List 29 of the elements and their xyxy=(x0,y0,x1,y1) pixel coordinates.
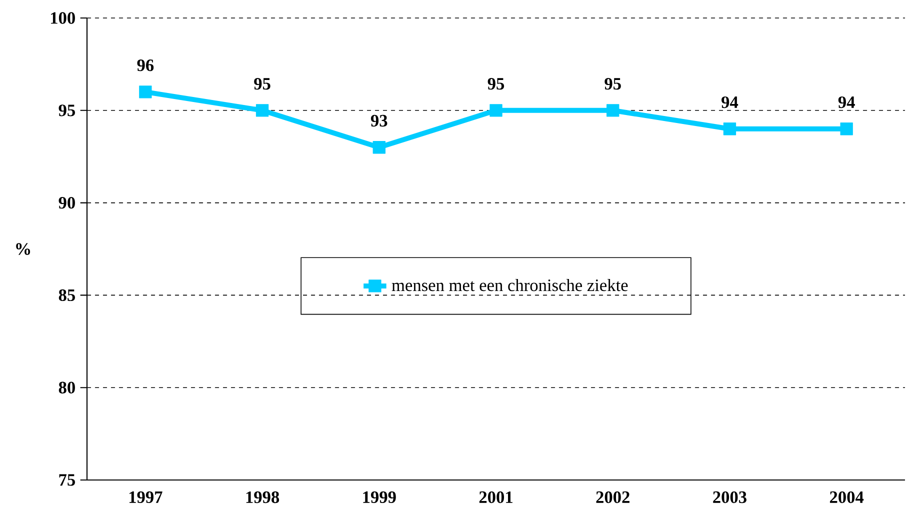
y-tick-label: 100 xyxy=(51,12,75,24)
y-tick-label: 95 xyxy=(58,104,75,116)
y-tick-label: 85 xyxy=(58,289,75,302)
y-tick-label: 75 xyxy=(59,474,75,486)
data-label: 95 xyxy=(488,78,504,90)
point xyxy=(139,86,152,98)
data-label: 95 xyxy=(254,78,270,90)
x-tick-label: 1998 xyxy=(246,491,280,504)
x-tick-label: 1997 xyxy=(129,491,162,504)
legend-label: mensen met een chronische ziekte xyxy=(392,278,628,292)
x-tick-label: 2001 xyxy=(479,491,512,504)
y-axis-title: % xyxy=(16,243,30,255)
x-tick-label: 1999 xyxy=(363,491,396,504)
data-label: 96 xyxy=(137,59,154,72)
point xyxy=(606,104,620,117)
point xyxy=(723,122,736,136)
data-label: 93 xyxy=(370,114,388,127)
point xyxy=(490,104,502,117)
point xyxy=(840,122,853,136)
x-tick-label: 2003 xyxy=(713,491,746,504)
data-label: 94 xyxy=(722,96,738,108)
point xyxy=(256,104,269,117)
data-label: 95 xyxy=(604,78,621,90)
y-tick-label: 90 xyxy=(58,196,75,209)
x-tick-label: 2004 xyxy=(830,491,864,504)
y-tick-label: 80 xyxy=(58,382,75,394)
data-label: 94 xyxy=(838,96,855,108)
x-tick-label: 2002 xyxy=(596,491,630,504)
point xyxy=(372,141,386,154)
